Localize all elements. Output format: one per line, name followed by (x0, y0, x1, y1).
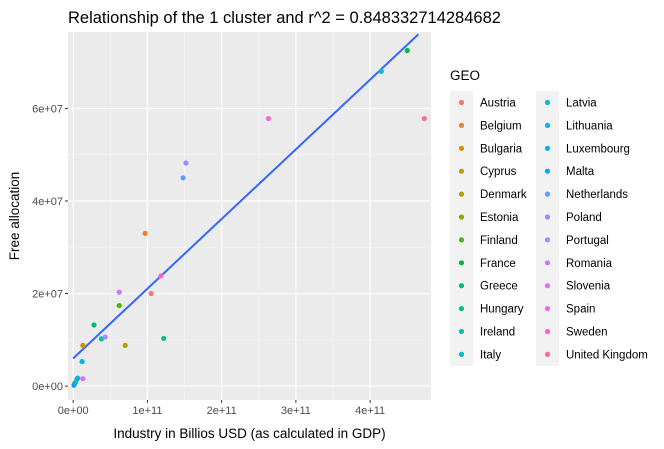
legend-label-denmark: Denmark (480, 189, 527, 201)
legend-label-finland: Finland (480, 235, 518, 247)
plot-panel (68, 32, 431, 400)
legend-key-dot (544, 191, 551, 197)
point-denmark (122, 342, 128, 348)
y-axis: 0e+00 2e+07 4e+07 6e+07 (32, 103, 68, 393)
legend-key-dot (458, 283, 465, 289)
legend-key-dot (458, 191, 465, 197)
legend-key-dot (544, 306, 551, 312)
legend-label-france: France (480, 258, 516, 270)
point-netherlands (180, 175, 186, 181)
point-hungary (161, 335, 167, 342)
point-spain (265, 115, 272, 122)
y-tick-label: 4e+07 (32, 196, 63, 208)
legend-key-dot (458, 306, 465, 312)
major-gridlines (68, 32, 431, 400)
legend-key-dot (458, 145, 465, 151)
legend-key-dot (544, 283, 551, 289)
legend-label-united-kingdom: United Kingdom (566, 349, 648, 361)
minor-gridlines (68, 32, 431, 400)
regression-line (72, 33, 420, 360)
point-poland (183, 160, 189, 166)
point-bulgaria (80, 342, 86, 348)
point-malta (71, 382, 77, 388)
legend-label-malta: Malta (566, 166, 595, 178)
point-greece (91, 322, 97, 328)
legend-key-dot (544, 145, 551, 151)
x-tick-label: 0e+00 (58, 405, 89, 417)
point-sweden (158, 273, 164, 279)
legend-title: GEO (450, 68, 480, 83)
point-france (404, 47, 410, 54)
x-tick-label: 2e+11 (207, 405, 237, 417)
y-tick-label: 0e+00 (32, 381, 63, 393)
point-lithuania (79, 358, 85, 365)
legend-label-sweden: Sweden (566, 327, 608, 339)
legend-key-dot (544, 99, 551, 106)
point-finland (116, 302, 122, 309)
legend-label-italy: Italy (480, 349, 501, 361)
legend-label-luxembourg: Luxembourg (566, 143, 630, 155)
legend-key-dot (544, 328, 551, 335)
y-tick-label: 2e+07 (32, 289, 63, 301)
legend-label-slovenia: Slovenia (566, 281, 611, 293)
legend-key-dot (544, 351, 551, 357)
y-tick-label: 6e+07 (32, 103, 63, 115)
legend-key-dot (544, 214, 551, 220)
legend-label-belgium: Belgium (480, 120, 522, 132)
point-united-kingdom (421, 115, 427, 122)
legend-label-romania: Romania (566, 258, 613, 270)
legend-label-greece: Greece (480, 281, 518, 293)
legend-label-estonia: Estonia (480, 212, 519, 224)
chart-title: Relationship of the 1 cluster and r^2 = … (68, 9, 501, 27)
legend-key-dot (458, 328, 465, 335)
legend-label-bulgaria: Bulgaria (480, 143, 523, 155)
legend-label-spain: Spain (566, 304, 595, 316)
legend-items: Austria Belgium Bulgaria Cyprus Denmark Eston… (450, 91, 648, 366)
legend-key-dot (544, 237, 551, 243)
point-slovenia (80, 376, 86, 382)
point-romania (116, 289, 122, 295)
point-austria (148, 290, 154, 297)
legend-key-dot (458, 237, 465, 243)
legend-label-poland: Poland (566, 212, 602, 224)
legend-key-dot (458, 168, 465, 174)
legend-key-dot (544, 122, 551, 128)
x-tick-label: 4e+11 (355, 405, 385, 417)
x-axis-title: Industry in Billios USD (as calculated i… (113, 426, 385, 441)
legend-label-portugal: Portugal (566, 235, 609, 247)
fit-line (72, 33, 420, 360)
legend-key-dot (458, 99, 465, 106)
legend-label-cyprus: Cyprus (480, 166, 517, 178)
point-luxembourg (75, 375, 81, 381)
legend-label-netherlands: Netherlands (566, 189, 628, 201)
x-tick-label: 1e+11 (132, 405, 162, 417)
point-belgium (142, 230, 148, 236)
legend-label-austria: Austria (480, 98, 516, 110)
legend-key-dot (544, 260, 551, 266)
legend-key-dot (544, 168, 551, 174)
y-axis-title: Free allocation (7, 172, 22, 261)
data-points (71, 47, 427, 388)
legend-label-hungary: Hungary (480, 304, 524, 316)
legend-key-dot (458, 260, 465, 266)
x-tick-label: 3e+11 (281, 405, 311, 417)
legend-key-dot (458, 122, 465, 128)
point-portugal (102, 334, 108, 340)
legend-label-ireland: Ireland (480, 327, 515, 339)
legend-key-dot (458, 214, 465, 220)
legend: GEO Austria Belgium Bulgaria Cyprus Denmark E… (450, 68, 648, 366)
x-axis: 0e+00 1e+11 2e+11 3e+11 4e+11 (58, 400, 385, 417)
legend-key-dot (458, 351, 465, 357)
point-italy (378, 68, 384, 74)
legend-label-lithuania: Lithuania (566, 120, 613, 132)
legend-label-latvia: Latvia (566, 98, 597, 110)
